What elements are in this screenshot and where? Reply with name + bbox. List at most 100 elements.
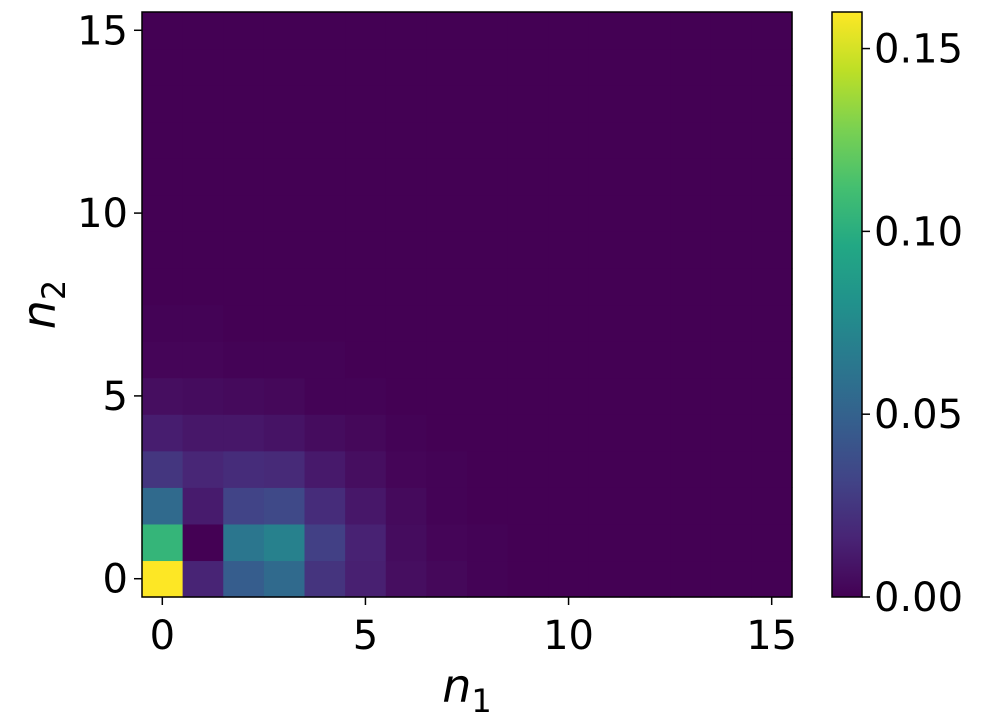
heatmap-cell-4-0 xyxy=(304,560,346,598)
heatmap-cell-4-6 xyxy=(304,341,346,379)
heatmap-cell-5-10 xyxy=(345,194,387,232)
heatmap-cell-5-13 xyxy=(345,85,387,123)
heatmap-cell-9-7 xyxy=(507,304,549,342)
heatmap-cell-1-8 xyxy=(182,267,224,306)
heatmap-cell-0-4 xyxy=(142,414,184,452)
heatmap-cell-12-4 xyxy=(629,414,671,452)
colorbar-ticks: 0.00 0.05 0.10 0.15 xyxy=(862,27,963,621)
heatmap-cell-9-2 xyxy=(507,487,549,525)
heatmap-cell-10-12 xyxy=(548,121,590,159)
heatmap-cell-12-11 xyxy=(629,158,671,196)
heatmap-cell-2-10 xyxy=(223,194,265,232)
heatmap-cell-10-6 xyxy=(548,341,590,379)
heatmap-cell-15-10 xyxy=(751,194,793,232)
heatmap-cell-1-15 xyxy=(182,12,224,50)
heatmap-cell-8-8 xyxy=(467,267,509,306)
heatmap-cell-1-7 xyxy=(182,304,224,342)
heatmap-cell-15-2 xyxy=(751,487,793,525)
heatmap-cell-13-10 xyxy=(670,194,712,232)
heatmap-cell-9-5 xyxy=(507,377,549,415)
heatmap-cell-9-13 xyxy=(507,85,549,123)
heatmap-cell-13-4 xyxy=(670,414,712,452)
heatmap-cell-1-6 xyxy=(182,341,224,379)
colorbar xyxy=(831,11,863,598)
heatmap-cell-0-1 xyxy=(142,523,184,562)
heatmap-cell-2-11 xyxy=(223,158,265,196)
heatmap-cell-3-12 xyxy=(263,121,306,159)
heatmap-cell-10-9 xyxy=(548,231,590,269)
heatmap-cell-10-1 xyxy=(548,523,590,562)
heatmap-cell-15-1 xyxy=(751,523,793,562)
heatmap-cell-0-10 xyxy=(142,194,184,232)
heatmap-cell-11-2 xyxy=(588,487,631,525)
heatmap-cell-7-14 xyxy=(426,48,468,86)
heatmap-cell-2-1 xyxy=(223,523,265,562)
heatmap-cell-5-11 xyxy=(345,158,387,196)
heatmap-cell-15-8 xyxy=(751,267,793,306)
heatmap-cell-15-4 xyxy=(751,414,793,452)
heatmap-cell-7-4 xyxy=(426,414,468,452)
heatmap-cell-2-12 xyxy=(223,121,265,159)
heatmap-cell-10-7 xyxy=(548,304,590,342)
heatmap-cell-15-11 xyxy=(751,158,793,196)
heatmap-cell-8-4 xyxy=(467,414,509,452)
heatmap-cell-12-12 xyxy=(629,121,671,159)
heatmap-cell-2-3 xyxy=(223,450,265,488)
heatmap-cell-11-8 xyxy=(588,267,631,306)
heatmap-cell-8-11 xyxy=(467,158,509,196)
heatmap-cell-6-0 xyxy=(385,560,427,598)
y-axis-ticks: 0 5 10 15 xyxy=(77,8,142,603)
heatmap-cell-5-5 xyxy=(345,377,387,415)
heatmap-cell-12-2 xyxy=(629,487,671,525)
heatmap-cell-14-1 xyxy=(710,523,752,562)
heatmap-cell-7-7 xyxy=(426,304,468,342)
heatmap-cell-9-8 xyxy=(507,267,549,306)
heatmap-cell-15-12 xyxy=(751,121,793,159)
heatmap-cell-3-11 xyxy=(263,158,306,196)
heatmap-cell-7-15 xyxy=(426,12,468,50)
heatmap-cell-13-15 xyxy=(670,12,712,50)
heatmap-cell-11-1 xyxy=(588,523,631,562)
heatmap-cell-11-9 xyxy=(588,231,631,269)
heatmap-cell-14-6 xyxy=(710,341,752,379)
heatmap-cell-0-2 xyxy=(142,487,184,525)
heatmap-cell-3-3 xyxy=(263,450,306,488)
heatmap-cell-14-12 xyxy=(710,121,752,159)
heatmap-cell-1-3 xyxy=(182,450,224,488)
heatmap-cell-11-5 xyxy=(588,377,631,415)
heatmap-cell-5-0 xyxy=(345,560,387,598)
heatmap-cell-11-6 xyxy=(588,341,631,379)
heatmap-cell-10-10 xyxy=(548,194,590,232)
heatmap-cell-11-15 xyxy=(588,12,631,50)
heatmap-cell-10-11 xyxy=(548,158,590,196)
heatmap-cell-7-6 xyxy=(426,341,468,379)
heatmap-cell-1-4 xyxy=(182,414,224,452)
heatmap-cell-7-12 xyxy=(426,121,468,159)
heatmap-cell-3-0 xyxy=(263,560,306,598)
heatmap-cell-2-7 xyxy=(223,304,265,342)
heatmap-cell-3-8 xyxy=(263,267,306,306)
heatmap-cell-14-15 xyxy=(710,12,752,50)
heatmap-cell-5-14 xyxy=(345,48,387,86)
heatmap-cell-3-4 xyxy=(263,414,306,452)
heatmap-cell-10-14 xyxy=(548,48,590,86)
heatmap-cell-6-4 xyxy=(385,414,427,452)
heatmap-cell-6-5 xyxy=(385,377,427,415)
heatmap-cell-7-8 xyxy=(426,267,468,306)
plot-frame xyxy=(141,11,793,598)
heatmap-cell-0-0 xyxy=(142,560,184,598)
y-tick-label: 15 xyxy=(77,8,128,54)
heatmap-cell-14-0 xyxy=(710,560,752,598)
heatmap-cell-1-9 xyxy=(182,231,224,269)
heatmap-cell-11-7 xyxy=(588,304,631,342)
heatmap-cell-12-1 xyxy=(629,523,671,562)
heatmap-cell-10-0 xyxy=(548,560,590,598)
heatmap-cell-15-3 xyxy=(751,450,793,488)
heatmap-cell-11-13 xyxy=(588,85,631,123)
heatmap-cell-7-3 xyxy=(426,450,468,488)
heatmap-cell-10-13 xyxy=(548,85,590,123)
heatmap-cell-13-14 xyxy=(670,48,712,86)
heatmap-cell-8-3 xyxy=(467,450,509,488)
heatmap-cell-6-3 xyxy=(385,450,427,488)
heatmap-cell-14-5 xyxy=(710,377,752,415)
